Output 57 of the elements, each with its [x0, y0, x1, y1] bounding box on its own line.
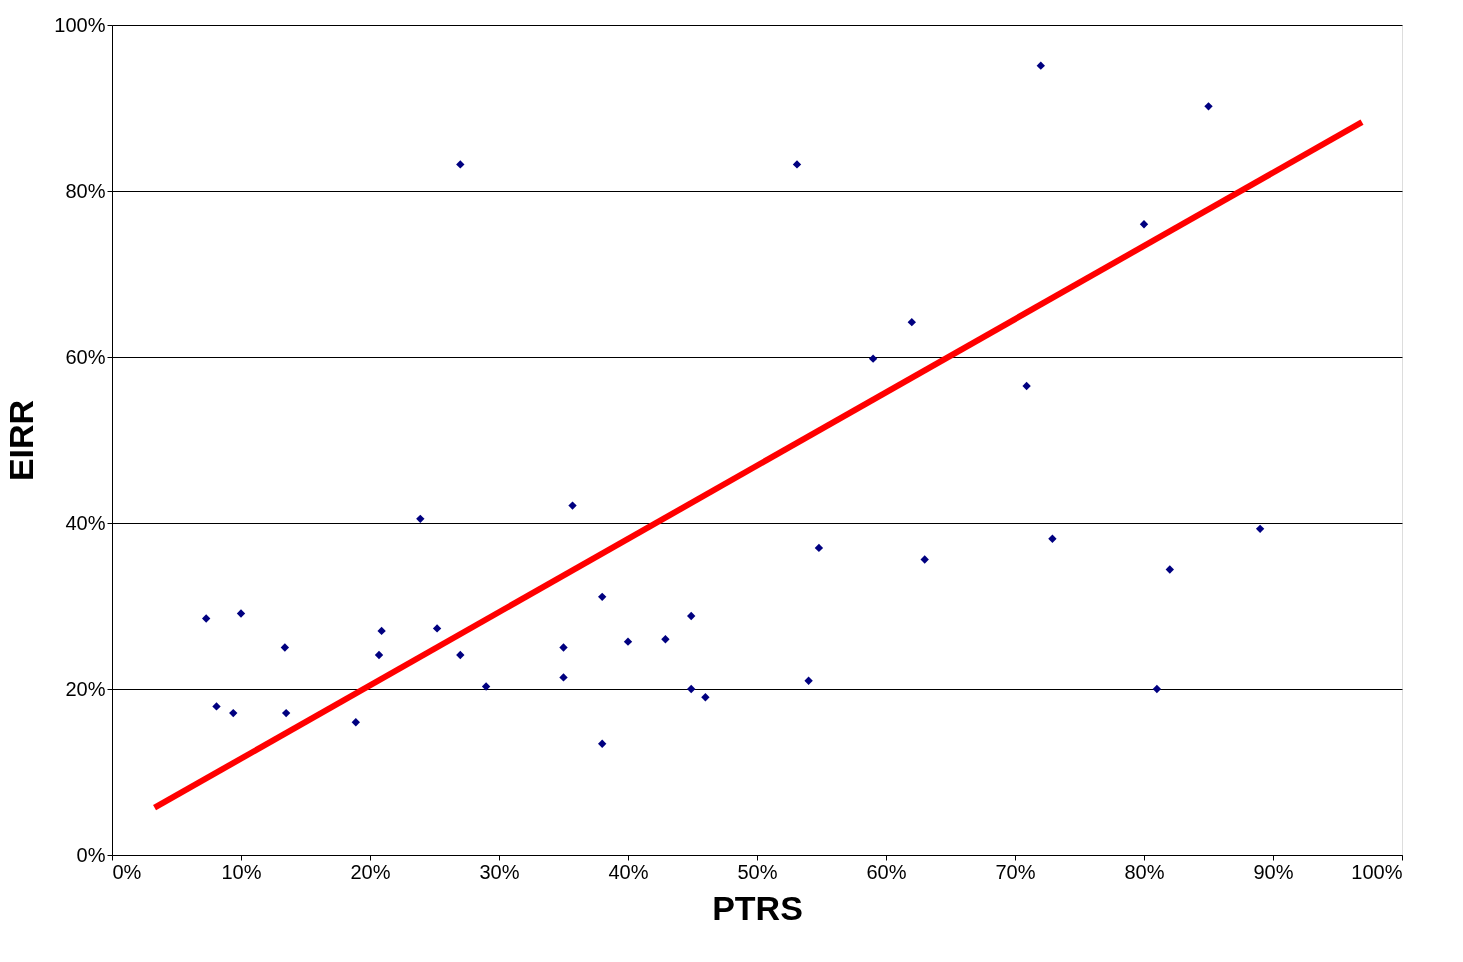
point — [351, 718, 360, 727]
point — [568, 501, 577, 510]
y-tick-label: 60% — [65, 345, 106, 368]
point — [598, 592, 607, 602]
x-tick-label: 100% — [1351, 860, 1403, 883]
point — [687, 611, 696, 621]
x-tick-label: 50% — [737, 860, 778, 883]
y-tick-label: 100% — [54, 13, 106, 36]
point — [456, 160, 465, 169]
x-tick-label: 20% — [350, 860, 391, 883]
point — [481, 682, 491, 691]
point — [559, 643, 568, 652]
point — [687, 684, 696, 694]
y-axis-title: EIRR — [2, 399, 41, 482]
point — [432, 624, 442, 633]
point — [416, 514, 425, 524]
point — [212, 702, 221, 711]
point — [281, 708, 291, 718]
point — [623, 637, 633, 646]
x-tick-label: 70% — [995, 860, 1036, 883]
point — [661, 635, 670, 644]
point — [1204, 102, 1213, 111]
point — [377, 626, 386, 636]
point — [920, 555, 929, 564]
y-tick-label: 20% — [65, 677, 106, 700]
x-axis-title: PTRS — [712, 888, 803, 927]
point — [559, 673, 568, 682]
y-tick-label: 0% — [76, 843, 106, 866]
point — [1139, 220, 1149, 229]
point — [456, 650, 465, 660]
point — [1022, 381, 1031, 391]
point — [280, 643, 290, 652]
x-tick-label: 0% — [112, 860, 142, 883]
point — [1048, 534, 1057, 543]
y-tick-label: 80% — [65, 179, 106, 202]
x-tick-label: 10% — [221, 860, 262, 883]
point — [1165, 565, 1174, 574]
x-tick-label: 90% — [1253, 860, 1294, 883]
point — [792, 160, 802, 169]
x-tick-label: 80% — [1124, 860, 1165, 883]
y-tick-label: 40% — [65, 511, 106, 534]
point — [1255, 524, 1265, 533]
x-tick-label: 40% — [608, 860, 649, 883]
point — [201, 614, 211, 623]
point — [701, 693, 710, 702]
point — [804, 676, 813, 685]
point — [1036, 61, 1045, 70]
point — [229, 708, 238, 718]
point — [1152, 684, 1162, 694]
point — [868, 354, 878, 363]
x-tick-label: 30% — [479, 860, 520, 883]
point — [374, 650, 384, 660]
point — [907, 317, 916, 327]
point — [814, 543, 824, 553]
point — [598, 739, 607, 748]
point — [236, 609, 246, 618]
x-tick-label: 60% — [866, 860, 907, 883]
